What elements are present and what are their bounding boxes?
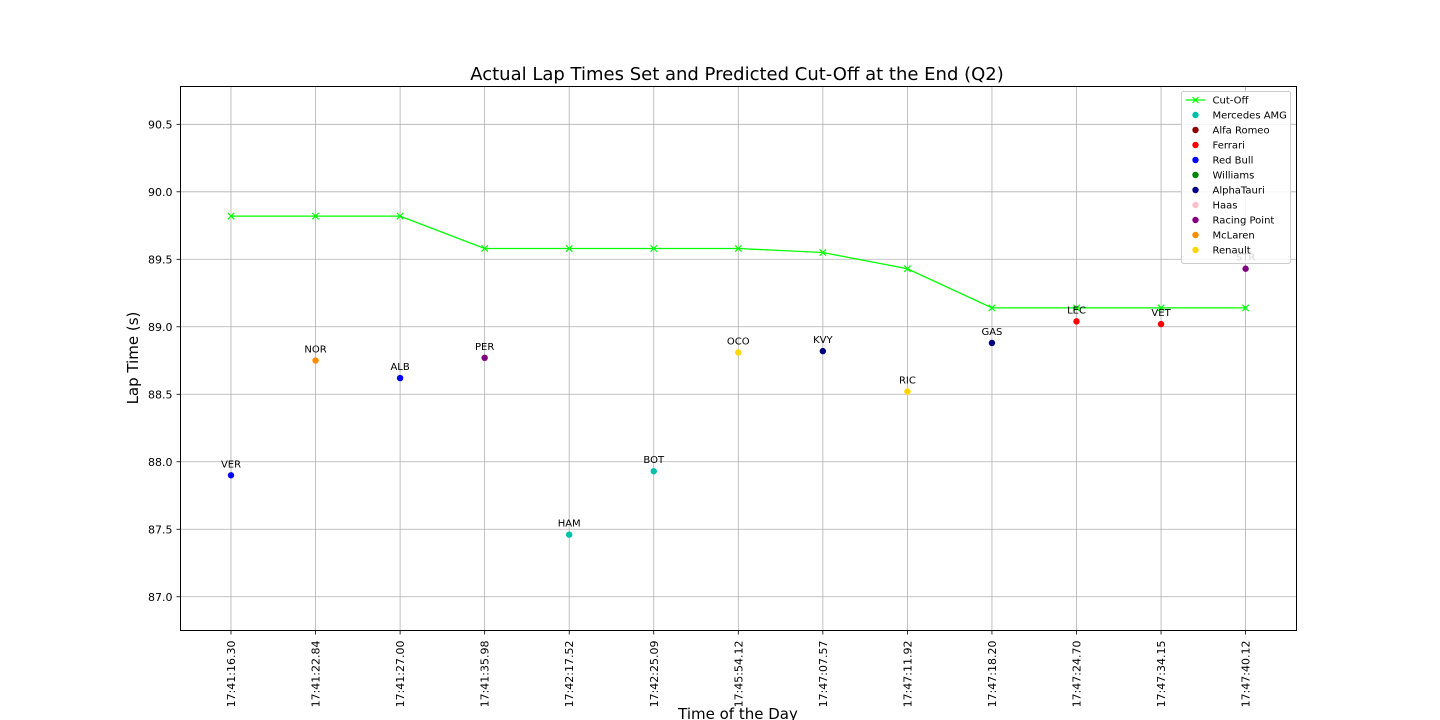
driver-label: RIC [899,376,916,387]
driver-label: GAS [981,327,1002,338]
legend-marker [1192,186,1199,194]
lap-point [396,374,404,382]
legend-label: Mercedes AMG [1213,111,1287,122]
legend: Cut-Off Mercedes AMG Alfa Romeo Ferrari Red … [1181,91,1291,264]
driver-label: VER [221,459,241,470]
driver-label: NOR [304,345,326,356]
cutoff-marker [1157,304,1165,312]
x-tick-label: 17:47:24.70 [1071,641,1084,708]
cutoff-marker [481,244,489,253]
legend-marker [1192,111,1199,119]
x-tick-label: 17:42:17.52 [563,641,576,708]
lap-point [312,357,319,364]
driver-label: PER [475,342,494,353]
driver-label: KVY [813,335,833,346]
cutoff-marker [396,212,404,220]
y-tick-label: 89.5 [148,253,173,266]
driver-label: BOT [643,455,665,466]
legend-marker [1192,171,1199,179]
y-tick-label: 88.0 [148,456,173,469]
cutoff-series [227,212,1250,312]
lap-point [650,468,657,475]
legend-marker [1192,141,1199,149]
y-tick-label: 88.5 [148,388,173,401]
x-tick-label: 17:47:40.12 [1240,641,1253,708]
driver-label: LEC [1067,305,1086,316]
x-axis-ticks: 17:41:16.30 17:41:22.84 17:41:27.00 17:41:3… [225,630,1253,708]
x-tick-label: 17:41:35.98 [479,641,492,708]
chart-title: Actual Lap Times Set and Predicted Cut-O… [470,64,1004,85]
x-tick-label: 17:47:18.20 [986,641,999,708]
y-tick-label: 90.5 [148,118,173,131]
y-tick-label: 90.0 [148,186,173,199]
legend-marker [1192,201,1199,209]
legend-label: Ferrari [1213,141,1245,152]
lap-point [481,354,488,362]
lap-point [566,531,573,538]
legend-marker [1192,126,1199,134]
cutoff-marker [1241,304,1250,312]
legend-marker [1192,231,1199,239]
cutoff-marker [565,244,573,253]
y-axis-title: Lap Time (s) [124,312,142,405]
legend-label: Red Bull [1213,156,1254,167]
grid-lines [180,86,1297,631]
cutoff-marker [227,212,235,220]
lap-point [904,388,911,395]
x-tick-label: 17:45:54.12 [732,641,745,708]
cutoff-marker [819,248,827,257]
x-tick-label: 17:47:34.15 [1155,641,1168,708]
lap-point [735,349,742,356]
lap-point [1073,318,1080,325]
cutoff-marker [903,265,912,273]
legend-marker [1192,216,1199,224]
driver-label: OCO [727,336,750,347]
y-tick-label: 87.5 [148,523,173,536]
legend-box [1181,91,1291,264]
y-tick-label: 89.0 [148,321,173,334]
x-tick-label: 17:42:25.09 [648,641,661,708]
legend-label: McLaren [1213,231,1255,242]
x-tick-label: 17:41:27.00 [394,641,407,708]
legend-label-cutoff: Cut-Off [1213,96,1250,107]
driver-label: HAM [558,519,581,530]
cutoff-marker [734,244,742,253]
legend-label: Williams [1213,171,1255,182]
y-axis-ticks: 87.0 87.5 88.0 88.5 89.0 89.5 90.0 90.5 [148,118,181,604]
lap-point [1242,265,1249,272]
legend-label: Racing Point [1213,216,1275,227]
cutoff-marker [650,244,658,253]
lap-point [227,472,235,479]
legend-cutoff-marker [1192,96,1199,104]
legend-label: AlphaTauri [1213,186,1265,197]
x-axis-title: Time of the Day [677,705,798,720]
lap-point [819,347,827,355]
cutoff-marker [311,212,320,220]
x-tick-label: 17:47:07.57 [817,641,830,708]
driver-label: ALB [390,362,409,373]
lap-point [1157,320,1165,328]
cutoff-marker [1072,304,1081,312]
legend-label: Haas [1213,201,1238,212]
legend-marker [1192,246,1199,254]
driver-label: VET [1151,308,1171,319]
legend-label: Renault [1213,246,1251,257]
x-tick-label: 17:41:16.30 [225,641,238,708]
x-tick-label: 17:47:11.92 [901,641,914,708]
cutoff-marker [988,304,996,312]
legend-marker [1192,156,1199,164]
legend-label: Alfa Romeo [1213,126,1270,137]
lap-point [988,339,996,347]
x-tick-label: 17:41:22.84 [310,641,323,708]
y-tick-label: 87.0 [148,591,173,604]
